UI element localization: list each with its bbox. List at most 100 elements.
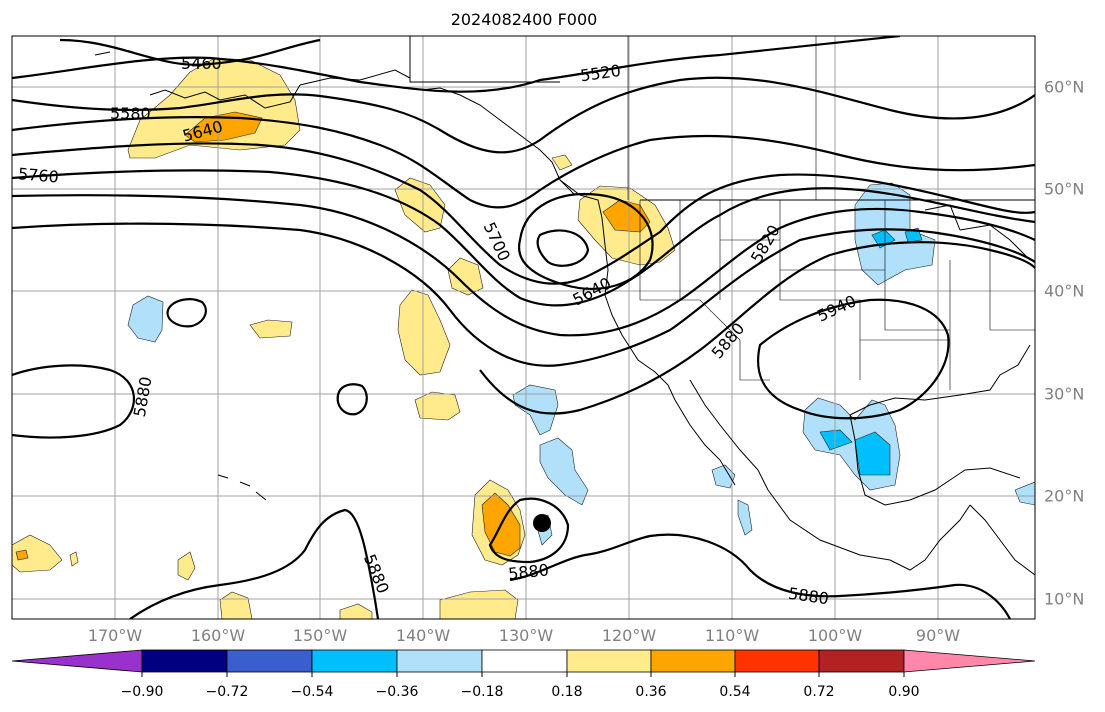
contour-5880-west [12, 364, 135, 439]
contour-label: 5880 [708, 319, 749, 362]
lat-label: 10°N [1044, 589, 1085, 609]
colorbar-bin [481, 649, 568, 673]
coastlines [94, 36, 1035, 576]
shade-small-yellow-3 [339, 603, 373, 619]
central-america [969, 504, 1035, 576]
map-title: 2024082400 F000 [450, 10, 598, 29]
colorbar-tick-label: 0.90 [888, 684, 920, 700]
shade-plains-deepblue [871, 229, 896, 249]
contour-5820-upper [12, 194, 1035, 337]
storm-center-marker [533, 514, 551, 532]
colorbar-tick-label: −0.36 [375, 684, 419, 700]
colorbar-tick-label: 0.18 [551, 684, 583, 700]
contour-5520 [12, 36, 901, 93]
contour-5460 [59, 38, 321, 66]
lat-label: 60°N [1044, 77, 1085, 97]
contour-5940 [757, 298, 950, 420]
shade-mexico-blue-2 [737, 499, 753, 536]
map-panel: 5460 5520 5580 5640 5700 5760 5640 5820 … [12, 36, 1035, 619]
contour-midpac-high [336, 383, 368, 416]
contour-label: 5880 [130, 375, 156, 418]
shade-midpac-yellow-5 [414, 391, 461, 421]
colorbar-low-extension [11, 649, 143, 673]
contour-hawaii-high-1 [166, 298, 207, 328]
lat-label: 50°N [1044, 179, 1085, 199]
lon-label: 140°W [395, 626, 451, 645]
colorbar-bin [566, 649, 652, 673]
shade-small-yellow-2 [219, 591, 253, 619]
colorbar-bin [818, 649, 905, 673]
contour-5880-south [129, 508, 380, 619]
colorbar-tick-label: 0.36 [635, 684, 667, 700]
lon-label: 130°W [498, 626, 554, 645]
colorbar-bin [141, 649, 228, 673]
contour-oregon-low [536, 229, 590, 267]
shade-gulf-deepblue [819, 429, 853, 451]
lon-label: 100°W [807, 626, 863, 645]
contour-label: 5880 [787, 584, 830, 608]
colorbar [11, 649, 1036, 677]
baja-coast [667, 379, 769, 491]
shade-midpac-yellow-4 [249, 319, 293, 339]
colorbar-bin [311, 649, 398, 673]
colorbar-bin [226, 649, 313, 673]
lon-label: 160°W [190, 626, 246, 645]
contour-label: 5760 [17, 164, 59, 186]
cuba [964, 467, 1021, 479]
lat-label: 30°N [1044, 384, 1085, 404]
contour-5880-se [509, 533, 1011, 619]
colorbar-high-extension [903, 649, 1036, 673]
shade-west-orange [15, 549, 29, 561]
shade-small-yellow-5 [69, 551, 79, 567]
shade-gulf-deepblue-2 [854, 431, 891, 476]
colorbar-tick-label: −0.72 [205, 684, 249, 700]
lon-label: 110°W [704, 626, 760, 645]
lon-label: 120°W [601, 626, 657, 645]
contour-5760 [12, 169, 1035, 307]
shade-small-yellow-4 [439, 589, 519, 619]
lon-label: 90°W [915, 626, 961, 645]
contour-label: 5580 [110, 104, 151, 123]
lat-label: 20°N [1044, 486, 1085, 506]
shade-midpac-yellow-2 [447, 257, 484, 296]
contour-label: 5700 [480, 219, 514, 264]
height-contours [12, 36, 1035, 619]
contour-5580 [12, 76, 1035, 154]
mexico-gulf-coast [849, 414, 966, 506]
bc-coast [559, 179, 606, 246]
contour-label: 5940 [814, 291, 859, 325]
contour-label: 5880 [360, 551, 393, 596]
alaska-coast [94, 51, 576, 196]
colorbar-tick-label: −0.54 [290, 684, 334, 700]
shade-midpac-yellow-3 [397, 289, 451, 376]
hawaii [217, 474, 267, 501]
colorbar-bin [650, 649, 736, 673]
contour-5880-mid [479, 241, 1035, 415]
us-west-coast [604, 244, 669, 386]
contour-oregon-ring [517, 193, 654, 290]
contour-5700 [12, 142, 1035, 285]
mexico-pacific-coast [767, 489, 971, 571]
colorbar-bin [396, 649, 483, 673]
map-border [11, 35, 1036, 620]
contour-5820-lower [12, 222, 1035, 367]
contour-label: 5520 [579, 61, 622, 85]
colorbar-tick-label: −0.90 [120, 684, 164, 700]
shade-small-yellow-1 [177, 551, 196, 581]
shade-caribbean-blue [1014, 481, 1035, 506]
shade-bc-yellow [551, 154, 573, 171]
gulf-coast [849, 344, 1031, 416]
shade-baja-blue-2 [539, 437, 589, 506]
positive-anomaly-shading [12, 57, 676, 619]
shade-hawaii-blue [127, 295, 164, 343]
contour-label: 5640 [569, 274, 614, 310]
lat-label: 40°N [1044, 281, 1085, 301]
lon-label: 170°W [87, 626, 143, 645]
contour-label: 5460 [181, 54, 222, 73]
contour-storm-ring [488, 497, 570, 564]
shade-baja-blue-1 [512, 384, 559, 436]
lon-label: 150°W [292, 626, 348, 645]
colorbar-bin [734, 649, 820, 673]
colorbar-tick-label: 0.54 [719, 684, 751, 700]
